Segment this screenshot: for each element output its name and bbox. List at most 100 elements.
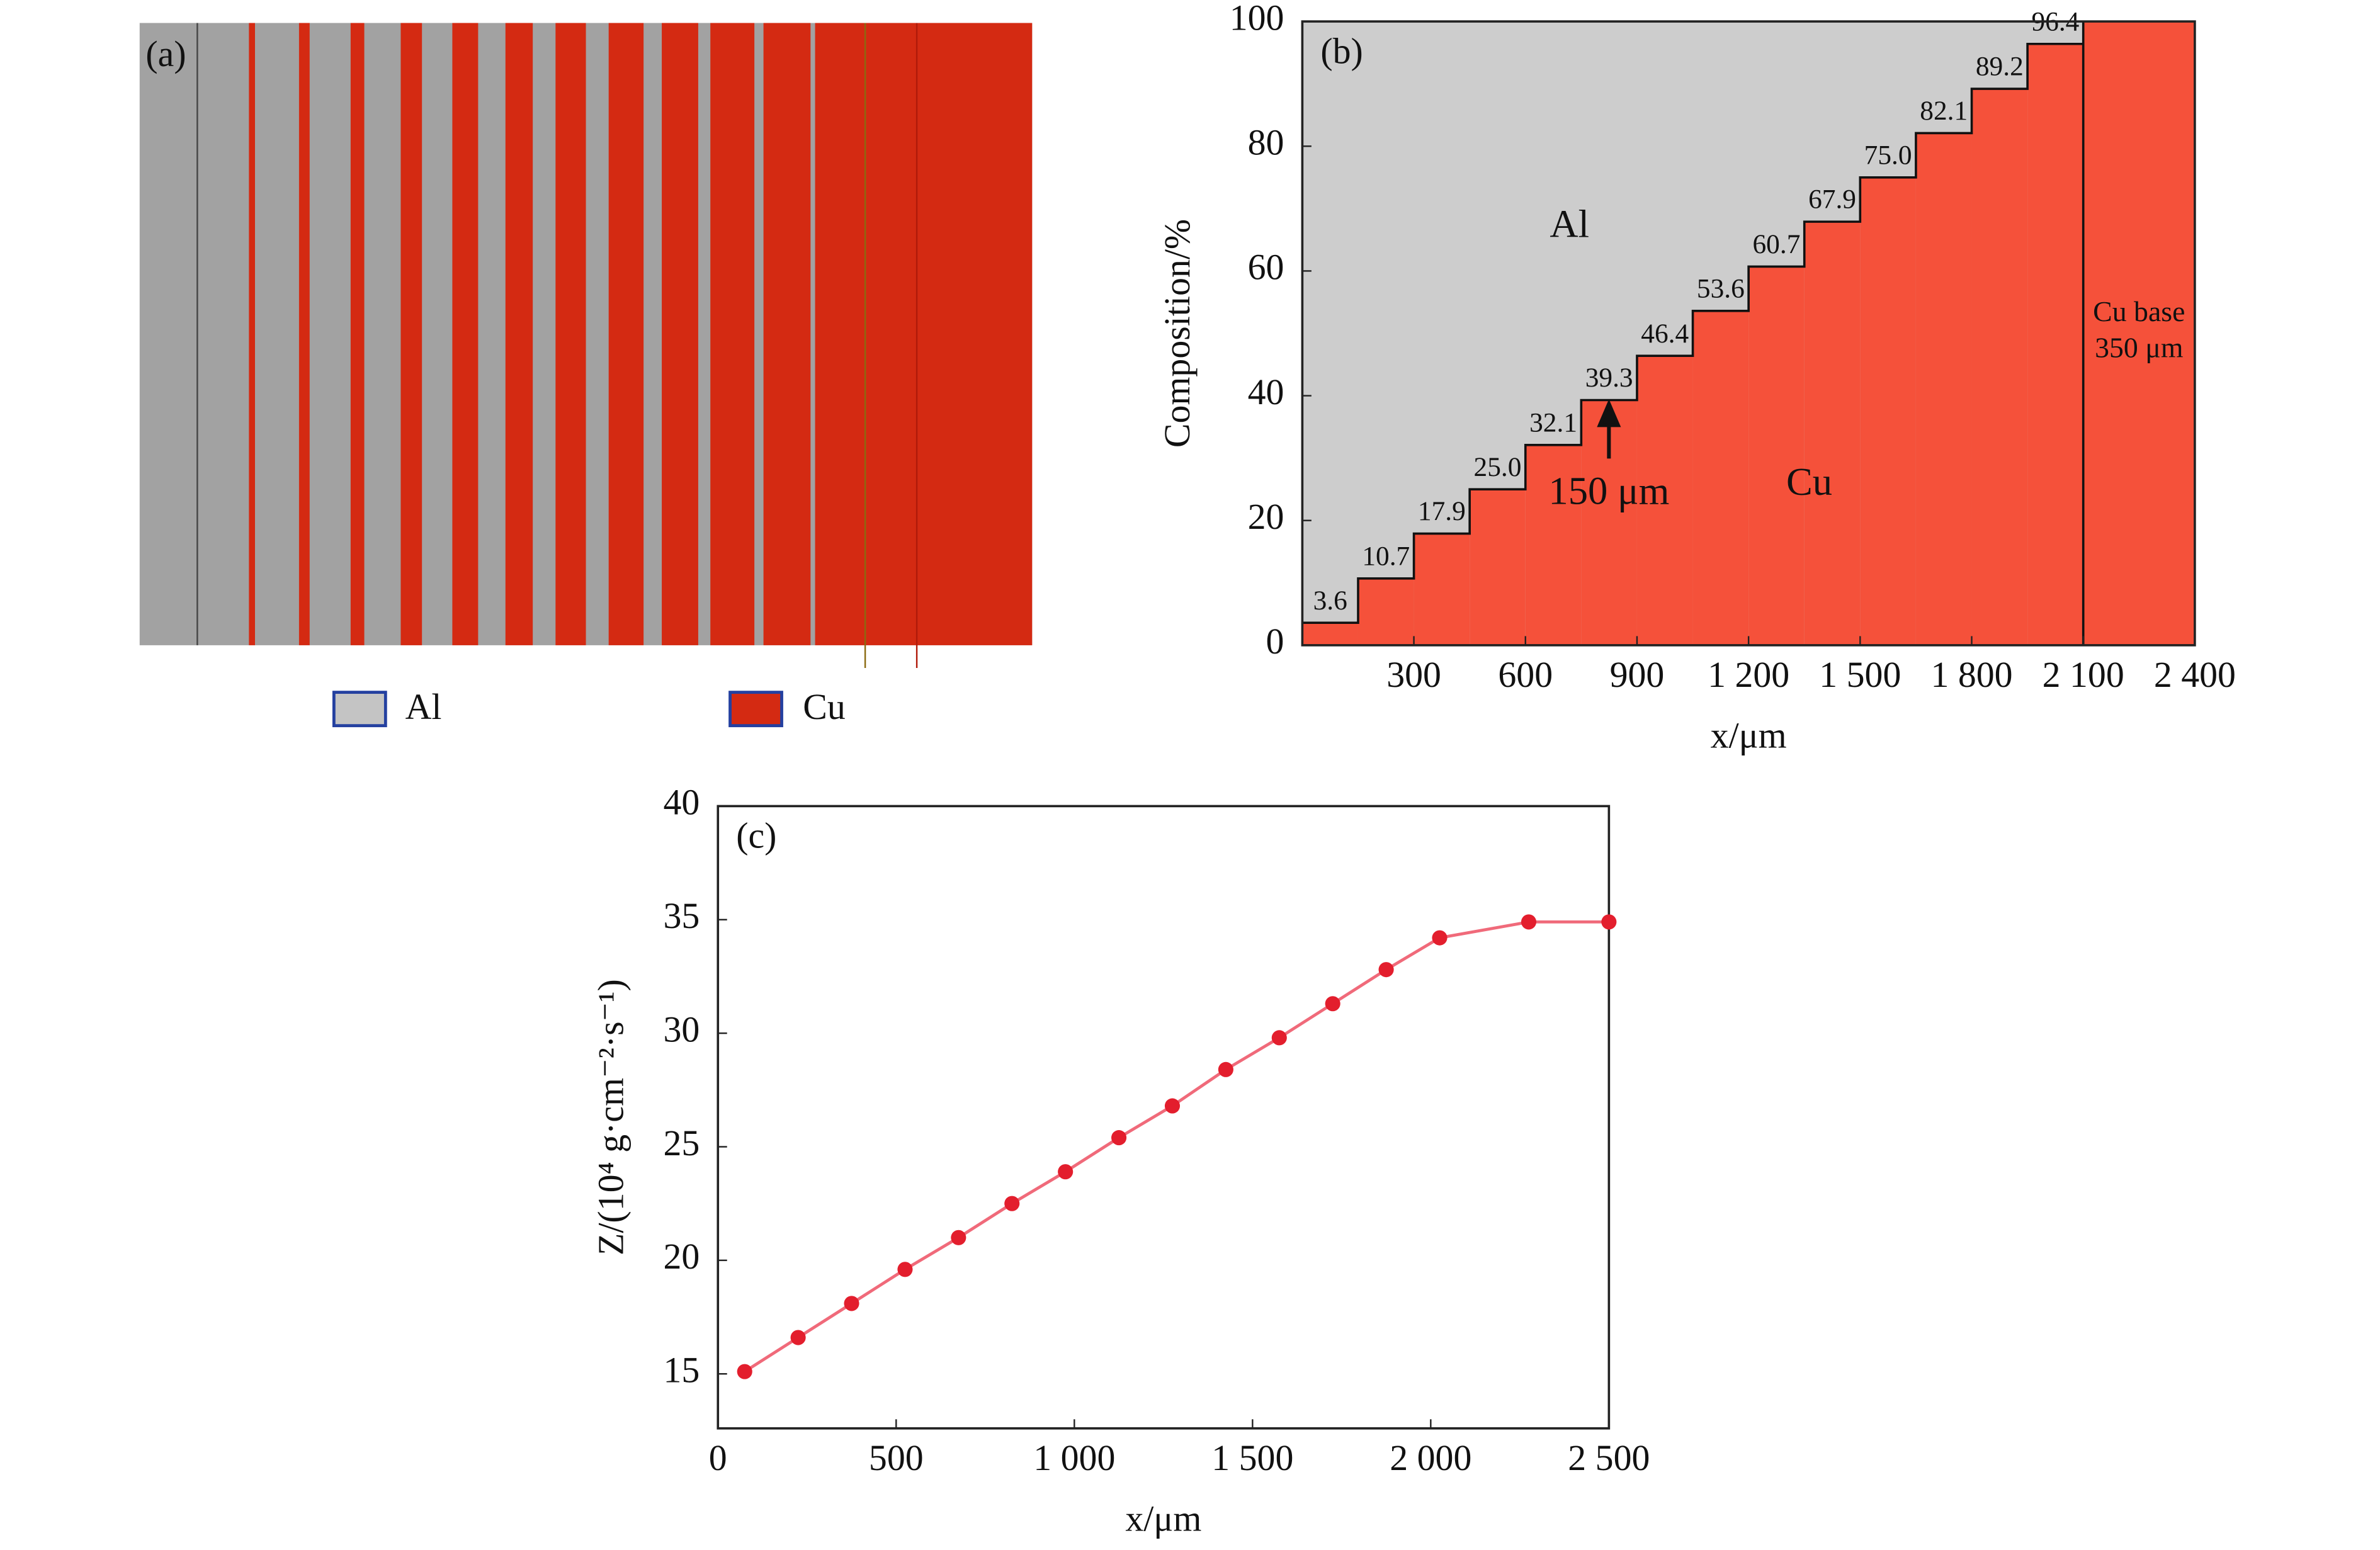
data-point [1271, 1030, 1287, 1046]
x-tick-label: 2 100 [2043, 654, 2124, 695]
cu-layer [662, 23, 698, 645]
x-axis-label: x/μm [1125, 1498, 1201, 1539]
cu-step [1636, 356, 1693, 645]
y-axis-label: Composition/% [1157, 219, 1198, 448]
y-tick-label: 100 [1230, 0, 1284, 38]
value-label: 39.3 [1585, 363, 1633, 393]
cu-step [1692, 310, 1749, 645]
data-point [1325, 996, 1340, 1012]
panel-label: (a) [145, 33, 186, 74]
cu-step [1860, 177, 1916, 645]
value-label: 10.7 [1362, 541, 1410, 571]
value-label: 89.2 [1976, 52, 2024, 82]
base-label: Cu base [2093, 295, 2185, 327]
y-tick-label: 15 [663, 1350, 700, 1391]
data-point [1164, 1098, 1181, 1114]
cu-step [1470, 489, 1526, 645]
cu-layer [400, 23, 422, 645]
cu-step [1748, 266, 1805, 645]
cu-layer [350, 23, 365, 645]
value-label: 75.0 [1864, 140, 1912, 170]
y-tick-label: 60 [1248, 247, 1284, 288]
annotation: Al [1550, 201, 1589, 246]
layer-boundaries [196, 23, 918, 669]
x-tick-label: 2 000 [1390, 1437, 1471, 1478]
data-point [844, 1296, 859, 1311]
series-line [744, 920, 1609, 1373]
x-tick-label: 300 [1386, 654, 1441, 695]
step-outline [1302, 42, 2083, 625]
legend-label: Al [405, 686, 442, 727]
value-label: 46.4 [1641, 319, 1689, 349]
x-axis-label: x/μm [1711, 715, 1787, 756]
frame [717, 805, 1611, 1430]
panel-label: (c) [736, 815, 776, 856]
cu-step [1525, 444, 1582, 645]
cu-layer [710, 23, 755, 645]
data-point [1432, 930, 1448, 946]
x-tick-label: 1 000 [1033, 1437, 1115, 1478]
cu-layers [249, 23, 1033, 645]
cu-step [1414, 533, 1470, 645]
legend-label: Cu [803, 686, 846, 727]
cu-layer [763, 23, 811, 645]
value-label: 60.7 [1752, 229, 1800, 259]
value-label: 82.1 [1920, 96, 1968, 126]
legend-swatch [728, 691, 783, 728]
plot-area: 3.6 10.7 17.9 25.032.1 39.3 46.4 53.660.7 67.9 7… [1301, 6, 2196, 647]
y-tick-label: 35 [663, 895, 700, 936]
value-label: 32.1 [1529, 407, 1577, 438]
cu-step [2027, 43, 2083, 645]
data-point [1521, 914, 1537, 930]
data-point [790, 1330, 806, 1345]
cu-step [1915, 133, 1972, 645]
value-label: 25.0 [1474, 452, 1522, 482]
data-point [1601, 914, 1617, 930]
x-tick-label: 2 400 [2154, 654, 2236, 695]
cu-step [1302, 623, 1358, 645]
y-tick-label: 40 [663, 782, 700, 823]
arrow [1597, 399, 1621, 459]
panel-a [139, 23, 1033, 669]
y-tick-label: 25 [663, 1123, 700, 1163]
x-tick-label: 0 [709, 1437, 727, 1478]
value-label: 3.6 [1313, 585, 1347, 616]
cu-layer [608, 23, 644, 645]
y-tick-label: 0 [1266, 621, 1284, 662]
data-point [951, 1230, 966, 1245]
cu-layer [505, 23, 533, 645]
base-label: 350 μm [2095, 332, 2183, 364]
value-label: 67.9 [1808, 184, 1856, 215]
cu-step [1804, 222, 1861, 645]
value-label: 53.6 [1697, 273, 1745, 303]
x-tick-label: 500 [869, 1437, 924, 1478]
data-point [897, 1262, 913, 1277]
y-tick-label: 40 [1248, 371, 1284, 412]
data-point [1111, 1130, 1127, 1146]
y-tick-label: 20 [663, 1236, 700, 1277]
value-label: 17.9 [1418, 496, 1466, 526]
y-tick-label: 30 [663, 1009, 700, 1049]
x-tick-label: 2 500 [1568, 1437, 1650, 1478]
y-axis-label: Z/(10⁴ g·cm⁻²·s⁻¹) [591, 979, 632, 1255]
legend-swatch [332, 691, 387, 728]
x-tick-label: 600 [1498, 654, 1553, 695]
x-tick-label: 1 500 [1211, 1437, 1293, 1478]
x-tick-label: 1 800 [1930, 654, 2012, 695]
data-point [1218, 1061, 1233, 1077]
data-point [1004, 1196, 1020, 1211]
cu-layer [555, 23, 586, 645]
cu-step [1357, 578, 1414, 645]
data-point [1378, 962, 1394, 978]
x-tick-label: 900 [1610, 654, 1665, 695]
annotation: 150 μm [1548, 469, 1669, 513]
cu-layer [452, 23, 479, 645]
x-tick-label: 1 500 [1819, 654, 1901, 695]
y-tick-label: 80 [1248, 122, 1284, 163]
data-point [737, 1364, 752, 1379]
data-point [1058, 1164, 1074, 1180]
annotation: Cu [1786, 460, 1832, 504]
cu-step [1971, 89, 2028, 645]
